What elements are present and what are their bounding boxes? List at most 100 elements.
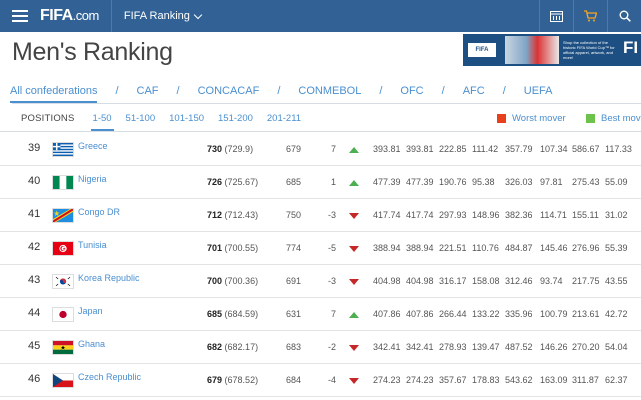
points-value: 274.23	[373, 375, 401, 385]
total-points: 712 (712.43)	[207, 210, 259, 220]
tab-uefa[interactable]: UEFA	[523, 85, 553, 97]
arrow-down-icon	[349, 213, 359, 219]
table-row: 41 Congo DR 712 (712.43) 750 -3 417.74 417.74 2…	[0, 199, 641, 232]
ad-brand: FI	[623, 38, 639, 57]
points-value: 266.44	[439, 309, 467, 319]
points-value: 107.34	[540, 144, 568, 154]
positions-label: POSITIONS	[21, 112, 75, 124]
points-value: 270.20	[572, 342, 600, 352]
search-button[interactable]	[607, 0, 641, 32]
arrow-up-icon	[349, 180, 359, 186]
calendar-button[interactable]	[539, 0, 573, 32]
team-link[interactable]: Japan	[78, 306, 103, 316]
tab-ofc[interactable]: OFC	[400, 85, 424, 97]
total-points: 682 (682.17)	[207, 342, 259, 352]
previous-points: (682.17)	[224, 342, 259, 352]
points-value: 178.83	[472, 375, 500, 385]
previous-points: (678.52)	[224, 375, 259, 385]
tab-all-confederations[interactable]: All confederations	[0, 85, 107, 103]
top-navigation-bar: FIFA.com FIFA Ranking	[0, 0, 641, 32]
points-value: 407.86	[406, 309, 434, 319]
total-points: 679 (678.52)	[207, 375, 259, 385]
team-link[interactable]: Ghana	[78, 339, 106, 349]
fifa-logo[interactable]: FIFA.com	[40, 7, 99, 24]
ghana-flag-icon	[52, 340, 74, 355]
range-151-200[interactable]: 151-200	[218, 112, 253, 124]
previous-points: (700.55)	[224, 243, 259, 253]
separator: /	[379, 85, 383, 97]
points-value: 222.85	[439, 144, 467, 154]
divider	[0, 131, 641, 132]
points-value: 148.96	[472, 210, 500, 220]
rank: 41	[28, 208, 41, 220]
points-value: 55.39	[605, 243, 628, 253]
cart-button[interactable]	[573, 0, 607, 32]
points-value: 110.76	[472, 243, 499, 253]
points-value: 190.76	[439, 177, 467, 187]
previous-points: (700.36)	[224, 276, 259, 286]
rank: 43	[28, 274, 41, 286]
rank-movement: 7	[330, 144, 336, 154]
points-value: 114.71	[540, 210, 567, 220]
total-points: 730 (729.9)	[207, 144, 254, 154]
points-value: 586.67	[572, 144, 600, 154]
tab-caf[interactable]: CAF	[136, 85, 159, 97]
points-value: 31.02	[605, 210, 628, 220]
arrow-up-icon	[349, 312, 359, 318]
points-value: 417.74	[406, 210, 434, 220]
team-link[interactable]: Korea Republic	[78, 273, 140, 283]
points-value: 407.86	[373, 309, 401, 319]
tab-conmebol[interactable]: CONMEBOL	[298, 85, 362, 97]
table-row: 39 Greece 730 (729.9) 679 7 393.81 393.81 222.8…	[0, 133, 641, 166]
points-value: 275.43	[572, 177, 600, 187]
separator: /	[115, 85, 119, 97]
team-link[interactable]: Tunisia	[78, 240, 107, 250]
ranking-table: 39 Greece 730 (729.9) 679 7 393.81 393.81 222.8…	[0, 133, 641, 397]
positions-bar: POSITIONS 1-50 51-100 101-150 151-200 20…	[0, 106, 641, 131]
range-201-211[interactable]: 201-211	[266, 112, 302, 124]
previous-value: 683	[286, 342, 302, 352]
rank-movement: -4	[327, 375, 336, 385]
points-value: 43.55	[605, 276, 628, 286]
team-link[interactable]: Czech Republic	[78, 372, 142, 382]
range-51-100[interactable]: 51-100	[125, 112, 156, 124]
section-label: FIFA Ranking	[123, 10, 190, 22]
separator: /	[176, 85, 180, 97]
team-link[interactable]: Congo DR	[78, 207, 121, 217]
points-value: 62.37	[605, 375, 628, 385]
page-title: Men's Ranking	[12, 38, 173, 66]
tab-afc[interactable]: AFC	[462, 85, 485, 97]
rank-movement: 7	[330, 309, 336, 319]
worst-mover-swatch	[497, 113, 506, 123]
total-points: 726 (725.67)	[207, 177, 259, 187]
rank-movement: -5	[327, 243, 336, 253]
points-value: 388.94	[406, 243, 434, 253]
points-value: 278.93	[439, 342, 467, 352]
menu-icon[interactable]	[12, 10, 28, 22]
tab-concacaf[interactable]: CONCACAF	[197, 85, 260, 97]
points-value: 97.81	[540, 177, 563, 187]
points-value: 382.36	[505, 210, 533, 220]
separator: /	[502, 85, 506, 97]
range-1-50[interactable]: 1-50	[90, 112, 114, 131]
table-row: 44 Japan 685 (684.59) 631 7 407.86 407.86 266.4…	[0, 298, 641, 331]
points-value: 477.39	[373, 177, 401, 187]
korea-flag-icon	[52, 274, 74, 289]
points-value: 393.81	[406, 144, 434, 154]
points-value: 221.51	[439, 243, 467, 253]
points-value: 146.26	[540, 342, 568, 352]
points-value: 276.96	[572, 243, 600, 253]
range-101-150[interactable]: 101-150	[169, 112, 205, 124]
team-link[interactable]: Nigeria	[78, 174, 107, 184]
advertisement-banner[interactable]: FIFA Shop the collection of the historic…	[463, 34, 641, 66]
total-points: 701 (700.55)	[207, 243, 259, 253]
arrow-down-icon	[349, 279, 359, 285]
calendar-icon	[550, 11, 563, 22]
section-dropdown[interactable]: FIFA Ranking	[123, 10, 203, 22]
points-value: 158.08	[472, 276, 500, 286]
search-icon	[619, 10, 631, 22]
table-row: 43 Korea Republic 700 (700.36) 691 -3 404.98 4…	[0, 265, 641, 298]
ad-text: Shop the collection of the historic FIFA…	[563, 40, 615, 60]
team-link[interactable]: Greece	[78, 141, 108, 151]
rank-movement: -3	[327, 210, 336, 220]
